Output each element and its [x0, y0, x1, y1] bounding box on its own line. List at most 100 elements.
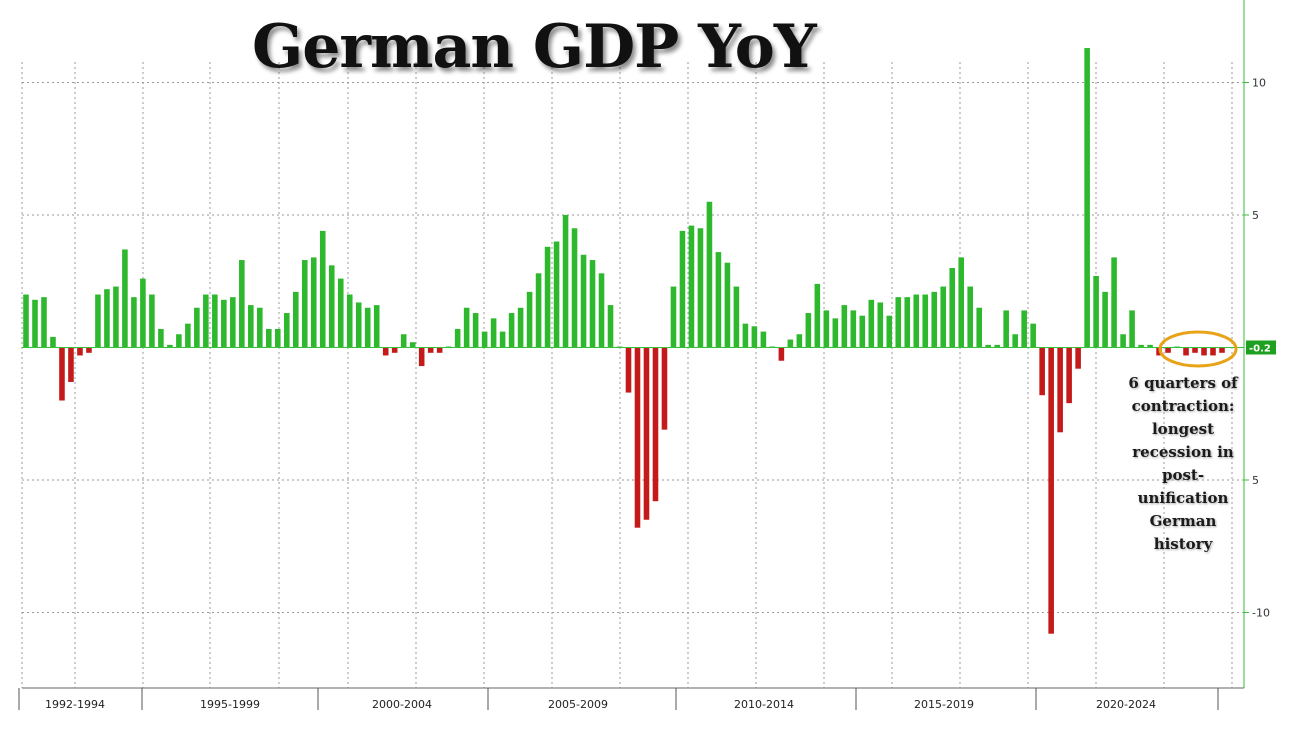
- gdp-bar: [1048, 347, 1054, 634]
- gdp-bar: [832, 318, 839, 348]
- y-tick-label: 10: [1252, 77, 1266, 90]
- gdp-bar: [86, 347, 92, 353]
- gdp-bar: [679, 230, 686, 348]
- gdp-bar: [805, 313, 812, 348]
- annotation-line: longest: [1151, 420, 1214, 438]
- gdp-bar: [1183, 347, 1189, 356]
- gdp-bar: [364, 307, 371, 348]
- gdp-bar: [976, 307, 982, 348]
- gdp-bar: [328, 265, 335, 348]
- axis-layer: 10 5 5 -10 -0.2 1992-1994 1995-1999 2000-2004 20…: [18, 0, 1276, 711]
- gdp-bar: [724, 262, 731, 348]
- gdp-bar: [508, 313, 515, 348]
- gdp-bar: [1102, 291, 1108, 348]
- gdp-bar: [1129, 310, 1135, 348]
- gdp-bar: [940, 286, 947, 348]
- gdp-bar: [850, 310, 857, 348]
- bar-layer: [23, 48, 1225, 634]
- gdp-bar: [1120, 334, 1126, 348]
- gdp-bar: [427, 347, 434, 353]
- gdp-bar: [526, 291, 533, 348]
- annotation-line: history: [1153, 535, 1213, 553]
- gdp-bar: [355, 302, 362, 348]
- gdp-bar: [1030, 323, 1036, 348]
- gdp-bar: [634, 347, 641, 528]
- gdp-bar: [409, 342, 416, 348]
- gdp-bar: [257, 307, 263, 348]
- gdp-bar: [221, 299, 227, 348]
- gdp-bar: [760, 331, 767, 348]
- gdp-bar: [895, 297, 902, 348]
- gdp-bar: [967, 286, 973, 348]
- gdp-bar: [517, 307, 524, 348]
- gdp-bar: [472, 313, 479, 348]
- gdp-bar: [562, 215, 569, 348]
- gdp-bar: [913, 294, 920, 348]
- gdp-bar: [283, 313, 290, 348]
- gdp-bar: [1093, 275, 1099, 348]
- gdp-bar: [904, 297, 911, 348]
- gdp-bar: [598, 273, 605, 348]
- gdp-bar: [140, 278, 146, 348]
- gdp-bar: [544, 246, 551, 348]
- x-period-label: 1995-1999: [200, 698, 260, 711]
- gdp-bar: [436, 347, 443, 353]
- gdp-bar: [203, 294, 209, 348]
- gdp-bar: [1147, 344, 1153, 348]
- gdp-bar: [499, 331, 506, 348]
- gdp-bar: [580, 254, 587, 348]
- gdp-bar: [194, 307, 200, 348]
- y-tick-label: 5: [1252, 209, 1259, 222]
- gdp-bar: [589, 260, 596, 348]
- grid-layer: [21, 62, 1244, 688]
- gdp-bar: [418, 347, 425, 367]
- gdp-bar: [50, 336, 56, 348]
- gdp-bar: [212, 294, 218, 348]
- gdp-bar: [23, 294, 29, 348]
- gdp-bar: [59, 347, 65, 401]
- gdp-bar: [922, 294, 929, 348]
- gdp-bar: [742, 323, 749, 348]
- gdp-bar: [823, 310, 830, 348]
- y-tick-label: -10: [1252, 607, 1270, 620]
- gdp-bar: [931, 291, 938, 348]
- annotation-line: unification: [1137, 489, 1229, 507]
- gdp-bar: [1192, 347, 1198, 353]
- gdp-bar: [715, 252, 722, 348]
- gdp-bar: [373, 305, 380, 348]
- gdp-bar: [877, 302, 884, 348]
- x-period-label: 1992-1994: [45, 698, 105, 711]
- gdp-bar: [230, 297, 236, 348]
- gdp-bar: [400, 334, 407, 348]
- gdp-bar: [95, 294, 101, 348]
- gdp-bar: [391, 347, 398, 353]
- gdp-bar: [481, 331, 488, 348]
- gdp-bar: [535, 273, 542, 348]
- gdp-bar: [1039, 347, 1045, 396]
- gdp-bar: [239, 260, 245, 348]
- gdp-bar: [688, 225, 695, 348]
- gdp-bar: [248, 305, 254, 348]
- gdp-bar: [859, 315, 866, 348]
- gdp-bar: [1084, 48, 1090, 348]
- gdp-bar: [1219, 347, 1225, 353]
- x-period-label: 2010-2014: [734, 698, 794, 711]
- gdp-bar: [463, 307, 470, 348]
- gdp-bar: [1111, 257, 1117, 348]
- annotation-line: post-: [1161, 466, 1205, 484]
- gdp-bar: [643, 347, 650, 520]
- gdp-bar: [958, 257, 965, 348]
- gdp-bar: [158, 328, 164, 348]
- gdp-bar: [41, 297, 47, 348]
- gdp-bar: [571, 228, 578, 348]
- gdp-bar: [697, 228, 704, 348]
- gdp-bar: [77, 347, 83, 356]
- x-period-label: 2000-2004: [372, 698, 432, 711]
- gdp-bar: [167, 344, 173, 348]
- gdp-bar: [1003, 310, 1009, 348]
- gdp-bar: [1012, 334, 1018, 348]
- gdp-bar: [1075, 347, 1081, 369]
- gdp-bar: [1138, 344, 1144, 348]
